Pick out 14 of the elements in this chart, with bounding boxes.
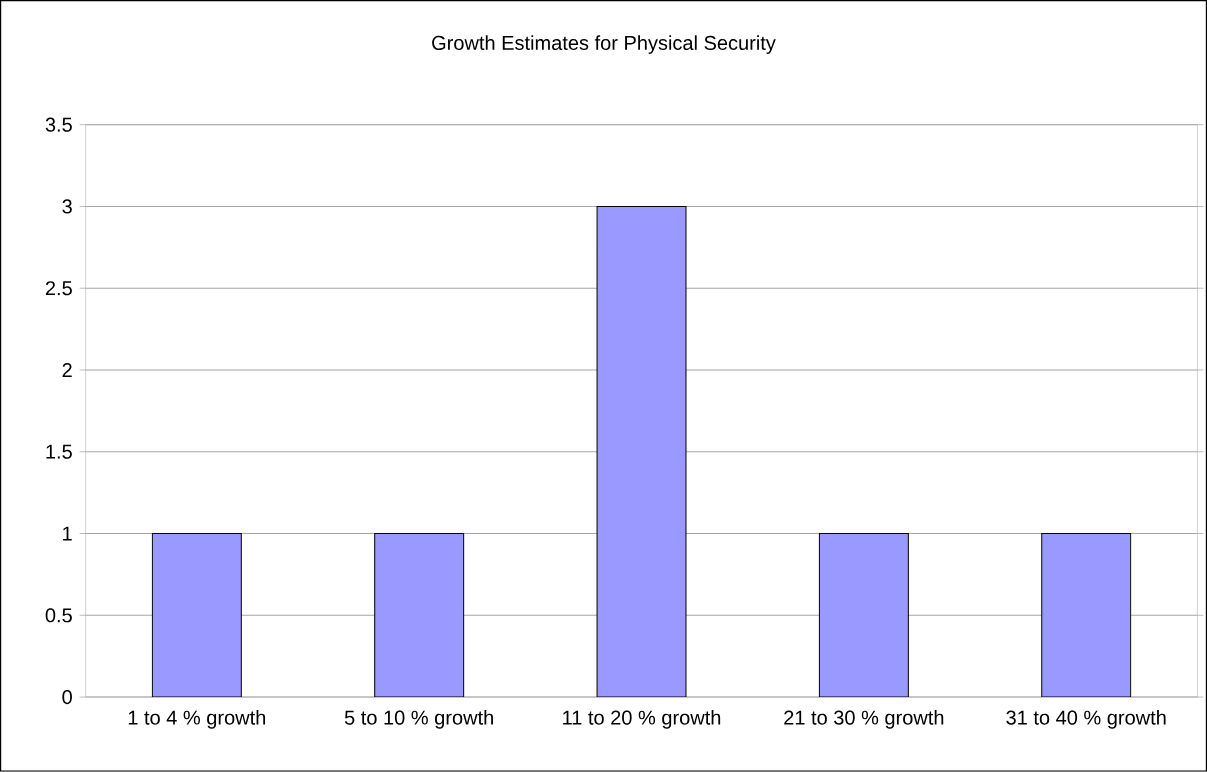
x-tick-label: 5 to 10 % growth <box>344 710 493 729</box>
x-tick-label: 1 to 4 % growth <box>128 710 266 729</box>
chart-title: Growth Estimates for Physical Security <box>432 35 776 55</box>
y-tick-label: 2.5 <box>45 281 72 296</box>
y-tick-label: 0 <box>62 690 72 705</box>
y-tick-label: 3 <box>62 199 72 214</box>
y-tick-label: 1.5 <box>46 444 72 459</box>
x-tick-label: 31 to 40 % growth <box>1006 710 1166 729</box>
y-tick-label: 3.5 <box>45 117 72 132</box>
y-tick-label: 0.5 <box>45 608 72 623</box>
y-tick-label: 2 <box>62 363 72 378</box>
x-tick-label: 21 to 30 % growth <box>784 710 944 729</box>
x-tick-label: 11 to 20 % growth <box>563 710 721 729</box>
y-tick-label: 1 <box>63 526 72 541</box>
